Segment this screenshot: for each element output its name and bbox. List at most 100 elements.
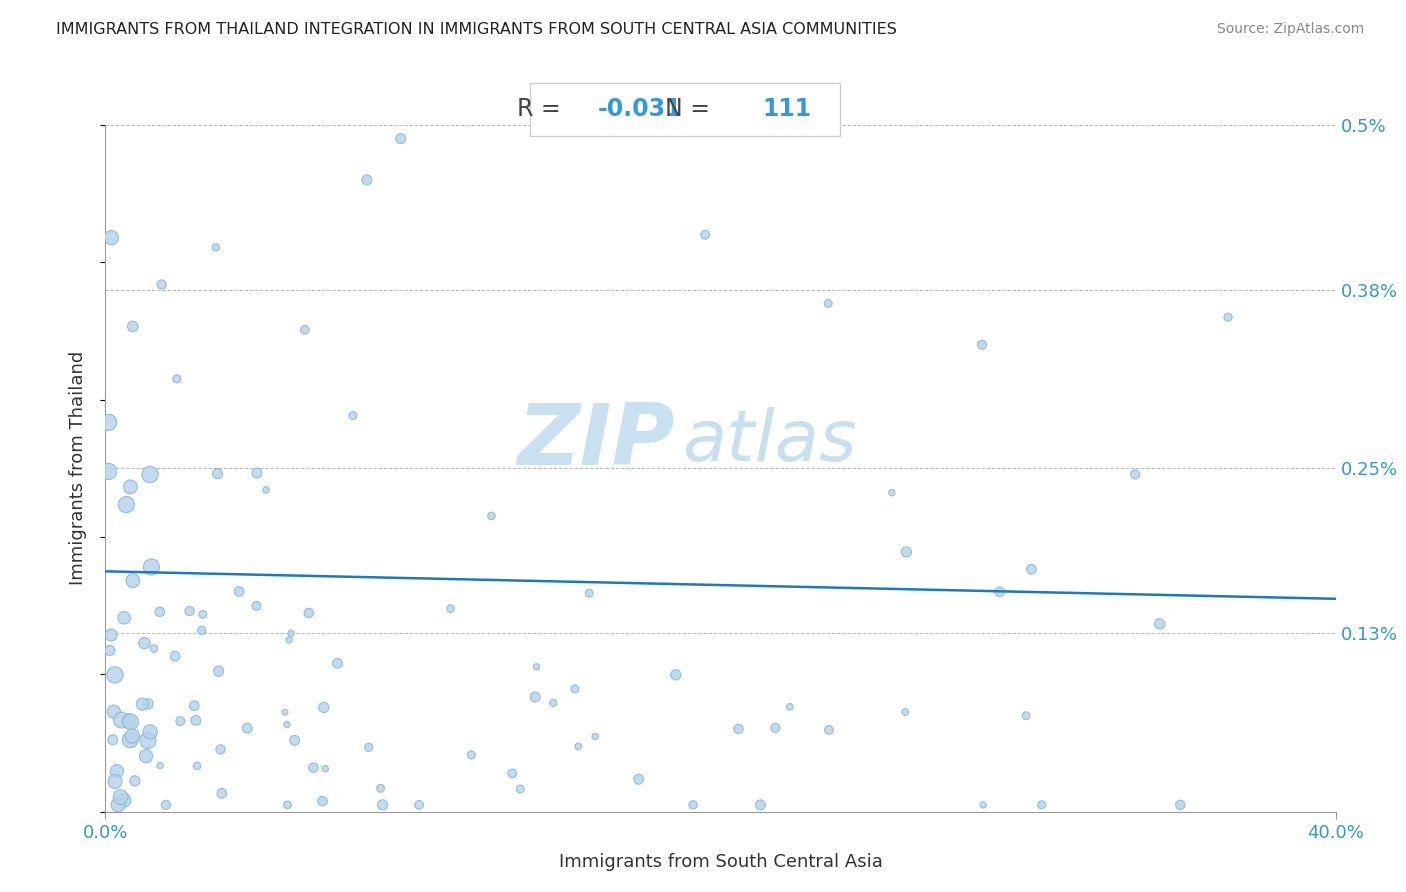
Point [564, 681, 586, 696]
Text: atlas: atlas [682, 407, 856, 476]
Point [665, 668, 688, 682]
Point [139, 467, 162, 482]
Point [211, 786, 233, 800]
Point [169, 714, 191, 728]
X-axis label: Immigrants from South Central Asia: Immigrants from South Central Asia [558, 853, 883, 871]
Point [1149, 616, 1171, 631]
Point [276, 717, 298, 731]
Point [389, 131, 412, 145]
Point [186, 759, 208, 773]
Point [184, 714, 207, 728]
Point [121, 574, 143, 588]
Point [695, 227, 717, 242]
Point [183, 698, 205, 713]
Point [131, 697, 153, 711]
Point [155, 797, 177, 812]
Point [236, 721, 259, 735]
Point [120, 732, 142, 747]
Point [141, 560, 163, 574]
Point [246, 466, 269, 480]
Point [311, 794, 333, 808]
Point [110, 713, 132, 727]
Point [115, 498, 138, 512]
Point [727, 722, 749, 736]
Point [896, 545, 918, 559]
Point [278, 632, 301, 647]
Point [205, 240, 228, 254]
Point [120, 480, 142, 494]
Point [121, 319, 143, 334]
Point [101, 732, 124, 747]
Point [207, 467, 229, 481]
Point [1031, 797, 1053, 812]
Point [100, 628, 122, 642]
Point [371, 797, 394, 812]
Point [150, 277, 173, 292]
Point [481, 508, 503, 523]
Point [107, 797, 129, 812]
Point [509, 782, 531, 797]
Point [501, 766, 523, 780]
Point [98, 643, 121, 657]
Point [136, 697, 159, 711]
Text: Source: ZipAtlas.com: Source: ZipAtlas.com [1216, 22, 1364, 37]
Point [149, 605, 172, 619]
Point [179, 604, 201, 618]
Point [112, 611, 135, 625]
Point [100, 230, 122, 244]
Point [763, 721, 786, 735]
Point [276, 797, 298, 812]
Point [105, 764, 128, 779]
Point [166, 372, 188, 386]
Point [1021, 562, 1043, 576]
Point [543, 696, 565, 710]
Point [134, 636, 156, 650]
Point [209, 742, 232, 756]
Point [370, 781, 392, 796]
Point [254, 483, 277, 497]
Point [1216, 310, 1239, 325]
Point [280, 626, 302, 640]
Point [1170, 797, 1192, 812]
Point [142, 641, 165, 656]
Point [294, 323, 316, 337]
Point [972, 797, 994, 812]
Point [1015, 708, 1038, 723]
Point [524, 690, 547, 704]
Point [583, 730, 606, 744]
Text: 111: 111 [762, 97, 811, 121]
Point [988, 584, 1011, 599]
Point [135, 749, 157, 764]
Point [274, 705, 297, 719]
Point [408, 797, 430, 812]
FancyBboxPatch shape [530, 83, 841, 136]
Point [970, 337, 993, 351]
Point [682, 797, 704, 812]
Point [97, 415, 120, 429]
Point [136, 733, 159, 747]
Point [117, 714, 139, 728]
Point [314, 762, 336, 776]
Text: R =: R = [517, 97, 568, 121]
Point [124, 773, 146, 788]
Point [191, 607, 214, 622]
Point [112, 793, 135, 807]
Point [460, 747, 482, 762]
Point [97, 465, 120, 479]
Point [120, 714, 142, 729]
Point [567, 739, 589, 754]
Text: IMMIGRANTS FROM THAILAND INTEGRATION IN IMMIGRANTS FROM SOUTH CENTRAL ASIA COMMU: IMMIGRANTS FROM THAILAND INTEGRATION IN … [56, 22, 897, 37]
Point [104, 668, 127, 682]
Point [110, 790, 132, 805]
Point [779, 699, 801, 714]
Point [1123, 467, 1146, 482]
Point [356, 173, 378, 187]
Point [749, 797, 772, 812]
Point [880, 485, 903, 500]
Point [627, 772, 650, 787]
Point [104, 774, 127, 789]
Point [312, 700, 335, 714]
Point [298, 606, 321, 620]
Point [228, 584, 250, 599]
Point [103, 705, 125, 719]
